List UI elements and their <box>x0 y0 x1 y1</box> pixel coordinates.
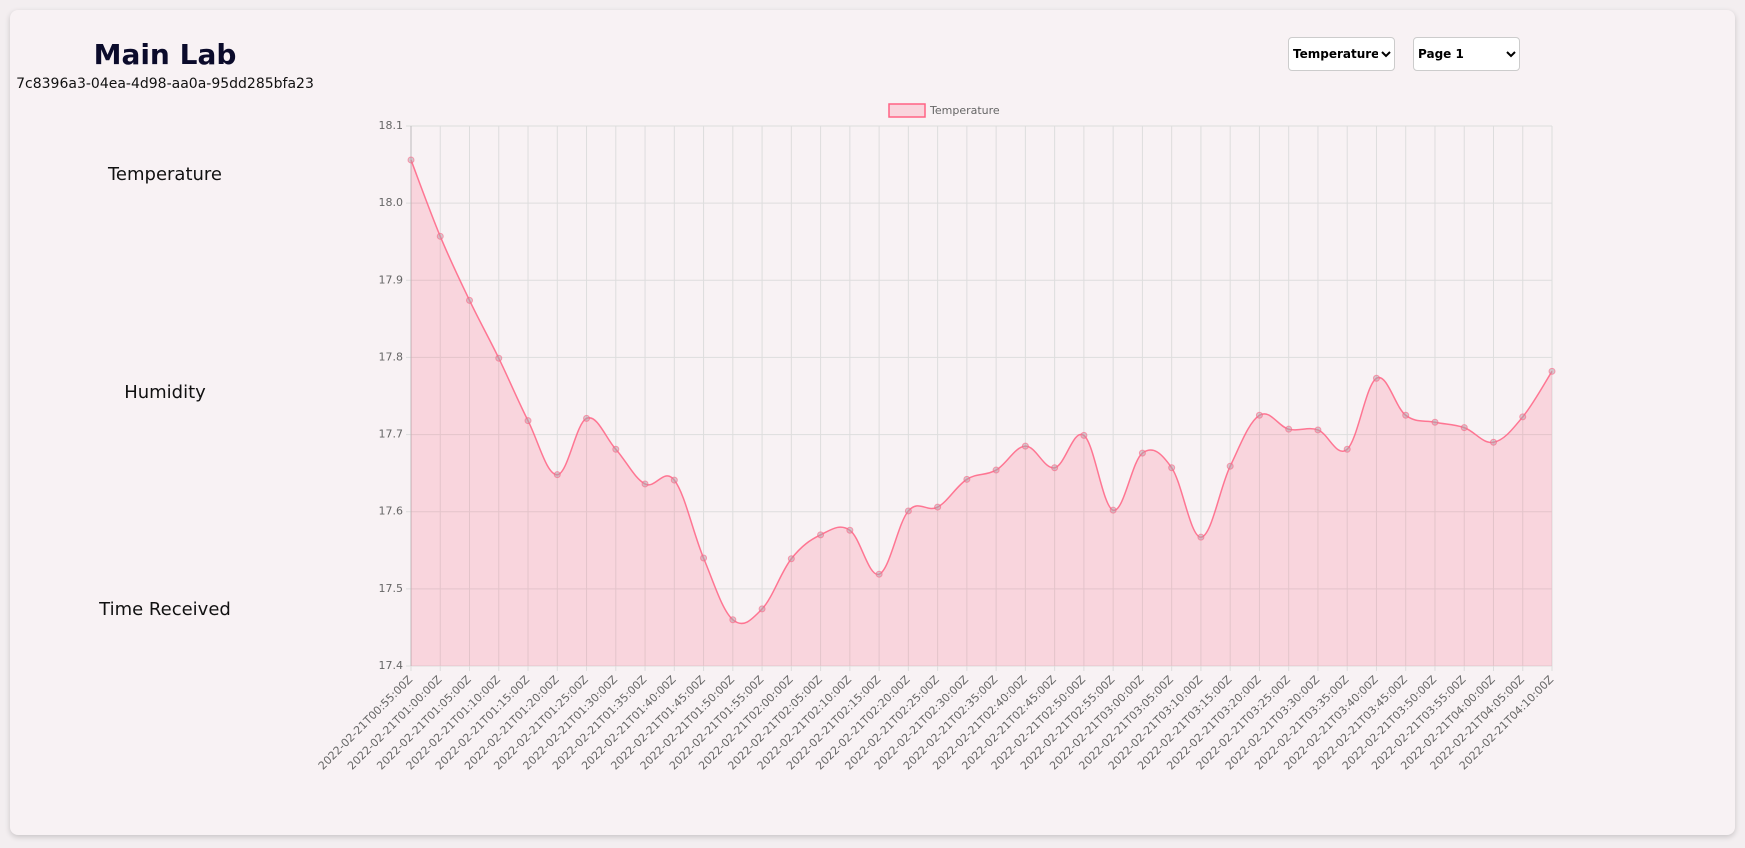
point <box>553 471 561 479</box>
point <box>641 480 649 488</box>
point <box>904 507 912 515</box>
point <box>466 296 474 304</box>
point <box>1168 464 1176 472</box>
sidebar-label: Humidity <box>124 382 206 403</box>
point <box>670 476 678 484</box>
point <box>934 503 942 511</box>
y-tick-label: 17.4 <box>379 659 404 672</box>
point <box>729 616 737 624</box>
y-tick-label: 17.6 <box>379 505 404 518</box>
point <box>583 414 591 422</box>
point <box>1314 426 1322 434</box>
point <box>758 605 766 613</box>
point <box>1343 445 1351 453</box>
sidebar-label: Temperature <box>107 164 223 185</box>
card <box>10 10 1735 835</box>
y-tick-label: 18.0 <box>379 196 404 209</box>
point <box>1226 462 1234 470</box>
point <box>875 570 883 578</box>
area <box>411 159 1552 666</box>
point <box>846 526 854 534</box>
point <box>1372 374 1380 382</box>
point <box>1519 413 1527 421</box>
page-title: Main Lab <box>93 38 237 71</box>
point <box>787 555 795 563</box>
page-select[interactable]: Page 1 <box>1413 37 1520 71</box>
point <box>1489 438 1497 446</box>
sidebar-label: Time Received <box>99 599 231 620</box>
point <box>1460 424 1468 432</box>
point <box>963 475 971 483</box>
y-tick-label: 17.9 <box>379 273 404 286</box>
point <box>1431 418 1439 426</box>
point <box>992 466 1000 474</box>
point <box>1138 449 1146 457</box>
point <box>436 232 444 240</box>
point <box>1402 411 1410 419</box>
point <box>1021 442 1029 450</box>
y-tick-label: 17.7 <box>379 428 404 441</box>
y-tick-label: 17.8 <box>379 350 404 363</box>
point <box>1109 506 1117 514</box>
point <box>817 531 825 539</box>
metric-select[interactable]: Temperature <box>1288 37 1395 71</box>
legend-label: Temperature <box>929 104 1000 117</box>
device-id: 7c8396a3-04ea-4d98-aa0a-95dd285bfa23 <box>16 76 314 92</box>
point <box>1285 425 1293 433</box>
legend-swatch <box>888 103 926 118</box>
point <box>495 354 503 362</box>
point <box>1080 431 1088 439</box>
point <box>700 554 708 562</box>
point <box>612 445 620 453</box>
y-tick-label: 18.1 <box>379 119 404 132</box>
point <box>1197 533 1205 541</box>
point <box>1548 367 1556 375</box>
point <box>1255 411 1263 419</box>
y-tick-label: 17.5 <box>379 582 404 595</box>
point <box>524 417 532 425</box>
point <box>407 156 415 164</box>
point <box>1051 464 1059 472</box>
